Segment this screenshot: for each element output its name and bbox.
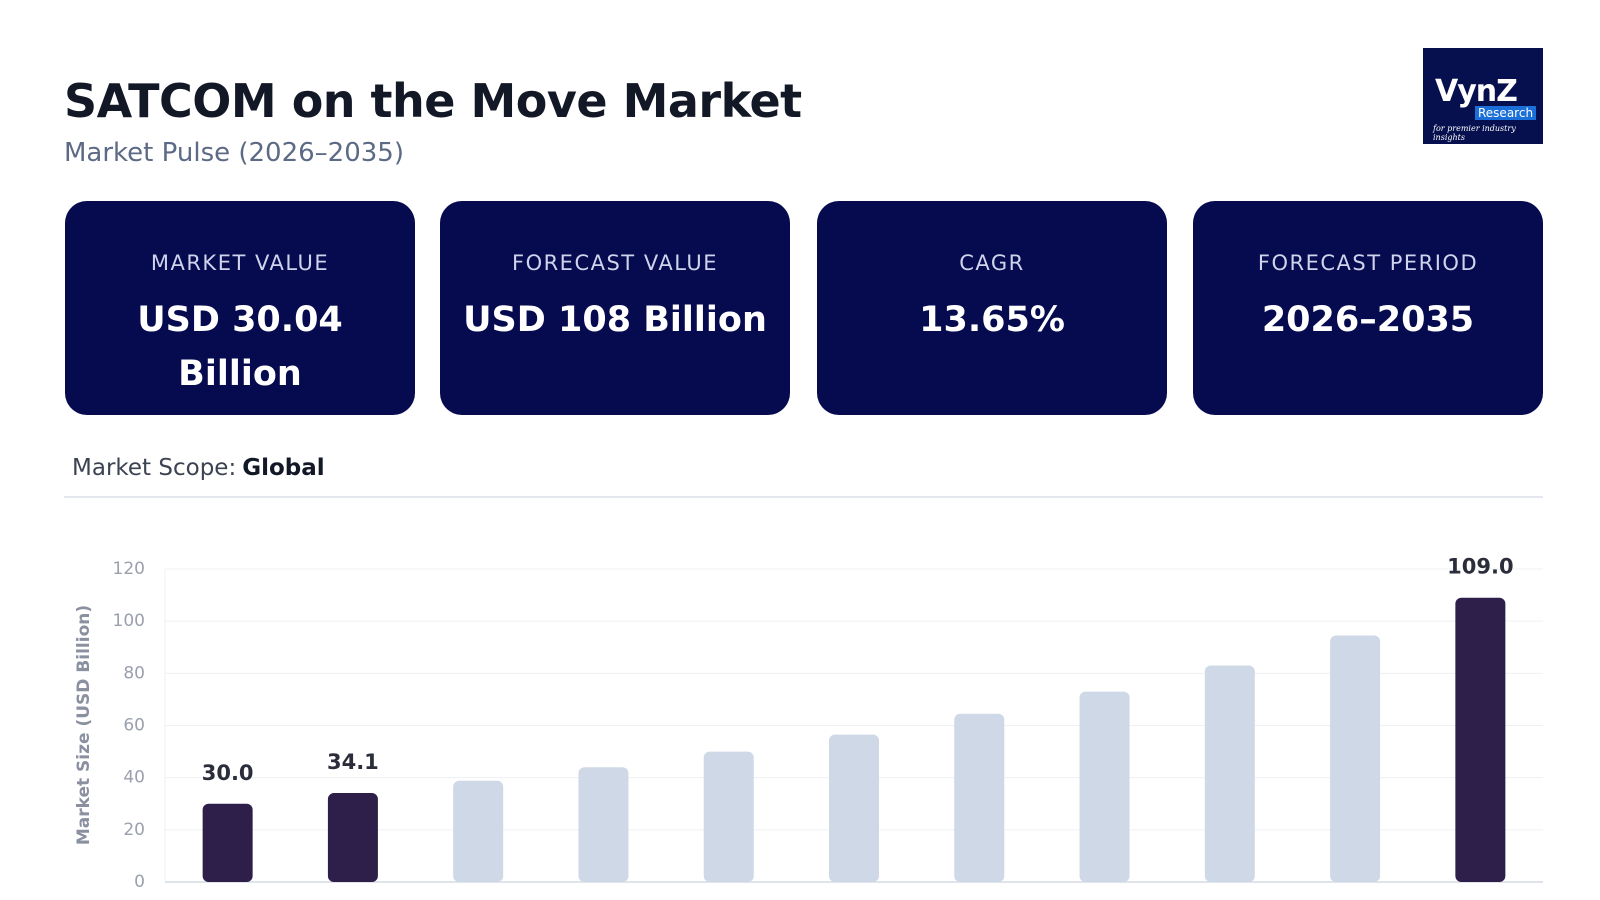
bar — [703, 751, 754, 882]
kpi-card: FORECAST PERIOD 2026–2035 — [1193, 201, 1543, 415]
kpi-card: FORECAST VALUE USD 108 Billion — [440, 201, 790, 415]
kpi-value: USD 30.04 Billion — [137, 300, 343, 394]
kpi-value: 13.65% — [919, 300, 1065, 340]
bar — [453, 780, 504, 882]
y-tick-label: 100 — [113, 611, 145, 631]
value-label: 109.0 — [1447, 555, 1513, 579]
kpi-label: FORECAST PERIOD — [1257, 251, 1479, 275]
chart: Market Size (USD Billion) 0 20 40 60 80 100 12… — [74, 555, 1543, 892]
kpi-label: CAGR — [959, 251, 1025, 275]
kpi-value: 2026–2035 — [1261, 300, 1475, 340]
logo-sub: Research — [1475, 106, 1537, 120]
logo-brand: VynZ — [1435, 74, 1518, 109]
kpi-value: USD 108 Billion — [463, 300, 767, 340]
subtitle: Market Pulse (2026–2035) — [64, 138, 404, 168]
title: SATCOM on the Move Market — [64, 74, 802, 128]
bar — [1079, 691, 1130, 882]
kpi-card: MARKET VALUE USD 30.04 Billion — [65, 201, 415, 415]
y-axis-title: Market Size (USD Billion) — [74, 605, 94, 845]
y-tick-label: 60 — [123, 716, 145, 736]
kpi-card: CAGR 13.65% — [817, 201, 1167, 415]
scope-value: Global — [242, 455, 325, 481]
bar — [954, 713, 1005, 882]
bar — [1204, 665, 1255, 882]
bar — [578, 767, 629, 882]
value-label: 34.1 — [327, 750, 379, 774]
logo: VynZ Research for premier industry insig… — [1423, 48, 1543, 144]
bar — [202, 803, 253, 882]
bar — [327, 793, 378, 882]
bar — [829, 734, 879, 882]
y-tick-label: 40 — [123, 768, 145, 788]
divider — [64, 496, 1543, 498]
bar — [1455, 597, 1506, 882]
logo-tagline: for premier industry insights — [1433, 124, 1516, 142]
kpi-label: MARKET VALUE — [150, 251, 330, 275]
kpi-label: FORECAST VALUE — [511, 251, 718, 275]
scope-label: Market Scope: — [72, 455, 237, 481]
y-tick-label: 0 — [134, 872, 145, 892]
y-tick-label: 20 — [123, 820, 145, 840]
y-tick-label: 120 — [113, 559, 145, 579]
y-tick-label: 80 — [123, 663, 145, 683]
market-scope: Market Scope: Global — [72, 455, 325, 481]
value-label: 30.0 — [202, 761, 254, 785]
bar — [1330, 635, 1381, 882]
